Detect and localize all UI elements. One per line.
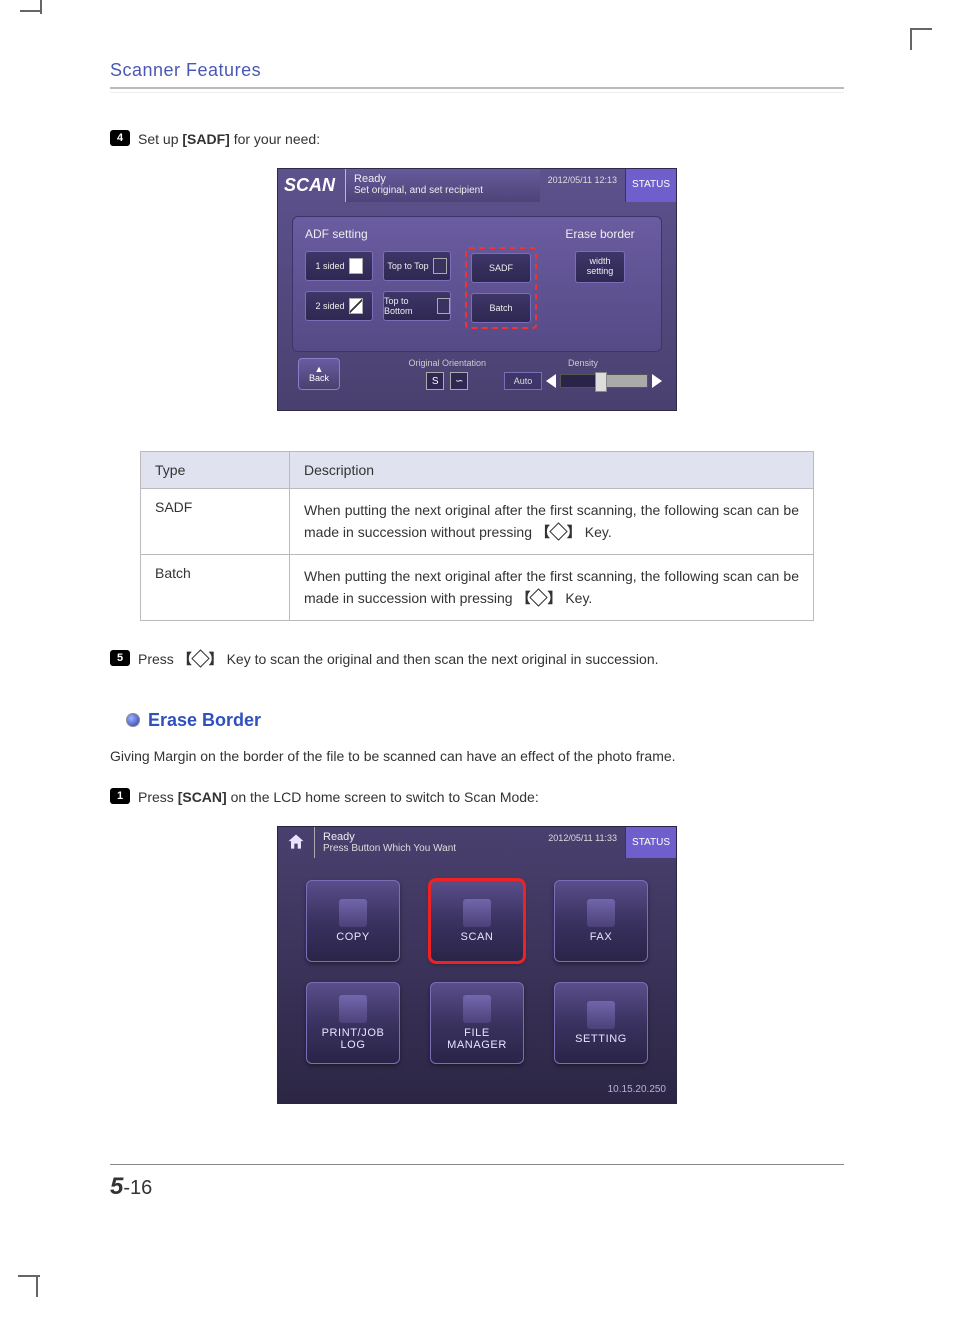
step-text: Press [SCAN] on the LCD home screen to s… (138, 787, 539, 808)
button-label: SCAN (461, 931, 494, 943)
filemanager-button[interactable]: FILE MANAGER (430, 982, 524, 1064)
original-orientation-group: Original Orientation S ∽ (408, 358, 486, 390)
back-button[interactable]: ▲ Back (298, 358, 340, 390)
sadf-highlight-group: SADF Batch (465, 247, 537, 329)
button-label: COPY (336, 931, 370, 943)
width-setting-button[interactable]: width setting (575, 251, 625, 283)
filemanager-icon (463, 995, 491, 1023)
crop-mark (20, 10, 42, 12)
page-icon (349, 258, 363, 274)
two-sided-button[interactable]: 2 sided (305, 291, 373, 321)
description-cell: When putting the next original after the… (290, 489, 814, 555)
ready-banner: Ready Press Button Which You Want (315, 827, 540, 858)
density-decrease-icon[interactable] (546, 374, 556, 388)
diamond-key-icon (530, 588, 548, 606)
screenshot-header: Ready Press Button Which You Want 2012/0… (278, 827, 676, 858)
crop-mark (36, 1275, 38, 1297)
type-cell: SADF (141, 489, 290, 555)
erase-border-intro: Giving Margin on the border of the file … (110, 745, 844, 767)
step-4: 4 Set up [SADF] for your need: (110, 129, 844, 150)
diamond-key-icon (549, 523, 567, 541)
description-cell: When putting the next original after the… (290, 554, 814, 620)
button-label: PRINT/JOB LOG (322, 1027, 385, 1051)
step-number-badge: 1 (110, 788, 130, 804)
diamond-key-icon (191, 649, 209, 667)
type-cell: Batch (141, 554, 290, 620)
scan-icon (463, 899, 491, 927)
button-label: FAX (590, 931, 613, 943)
page-icon (437, 298, 450, 314)
status-button[interactable]: STATUS (625, 169, 676, 202)
step-number-badge: 5 (110, 650, 130, 666)
top-to-top-button[interactable]: Top to Top (383, 251, 451, 281)
scan-mode-label: SCAN (278, 169, 346, 202)
crop-mark (910, 28, 912, 50)
one-sided-button[interactable]: 1 sided (305, 251, 373, 281)
datetime-label: 2012/05/11 12:13 (540, 169, 625, 202)
ip-address-label: 10.15.20.250 (278, 1080, 676, 1103)
home-icon (286, 832, 306, 852)
screenshot-adf-settings: SCAN Ready Set original, and set recipie… (277, 168, 677, 411)
screenshot-header: SCAN Ready Set original, and set recipie… (278, 169, 676, 202)
batch-button[interactable]: Batch (471, 293, 531, 323)
table-row: SADF When putting the next original afte… (141, 489, 814, 555)
sadf-button[interactable]: SADF (471, 253, 531, 283)
top-to-bottom-button[interactable]: Top to Bottom (383, 291, 451, 321)
printjoblog-button[interactable]: PRINT/JOB LOG (306, 982, 400, 1064)
density-slider[interactable] (560, 374, 648, 388)
datetime-label: 2012/05/11 11:33 (540, 827, 625, 858)
status-button[interactable]: STATUS (625, 827, 676, 858)
section-title: Scanner Features (110, 60, 844, 81)
erase-border-heading: Erase Border (126, 710, 844, 731)
table-row: Batch When putting the next original aft… (141, 554, 814, 620)
screenshot-home-screen: Ready Press Button Which You Want 2012/0… (277, 826, 677, 1104)
button-label: SETTING (575, 1033, 627, 1045)
ready-banner: Ready Set original, and set recipient (346, 169, 540, 202)
setting-button[interactable]: SETTING (554, 982, 648, 1064)
copy-icon (339, 899, 367, 927)
density-increase-icon[interactable] (652, 374, 662, 388)
table-header-type: Type (141, 452, 290, 489)
footer-rule (110, 1164, 844, 1165)
crop-mark (40, 0, 42, 14)
table-header-description: Description (290, 452, 814, 489)
button-label: FILE MANAGER (447, 1027, 507, 1051)
erase-border-title: Erase border (551, 227, 649, 241)
printjoblog-icon (339, 995, 367, 1023)
bullet-sphere-icon (126, 713, 140, 727)
title-rule (110, 87, 844, 93)
sadf-description-table: Type Description SADF When putting the n… (140, 451, 814, 621)
home-button[interactable] (278, 827, 315, 858)
fax-icon (587, 899, 615, 927)
step-text: Set up [SADF] for your need: (138, 129, 320, 150)
step-number-badge: 4 (110, 130, 130, 146)
step-text: Press 【】 Key to scan the original and th… (138, 649, 659, 670)
crop-mark (910, 28, 932, 30)
orientation-landscape-button[interactable]: ∽ (450, 372, 468, 390)
auto-density-button[interactable]: Auto (504, 372, 542, 390)
orientation-portrait-button[interactable]: S (426, 372, 444, 390)
page-number: 5-16 (110, 1173, 844, 1201)
fax-button[interactable]: FAX (554, 880, 648, 962)
step-5: 5 Press 【】 Key to scan the original and … (110, 649, 844, 670)
setting-icon (587, 1001, 615, 1029)
density-group: Density Auto (504, 358, 662, 390)
page-icon (349, 298, 363, 314)
page-icon (433, 258, 447, 274)
adf-setting-title: ADF setting (305, 227, 537, 241)
step-1: 1 Press [SCAN] on the LCD home screen to… (110, 787, 844, 808)
scan-button[interactable]: SCAN (430, 880, 524, 962)
copy-button[interactable]: COPY (306, 880, 400, 962)
